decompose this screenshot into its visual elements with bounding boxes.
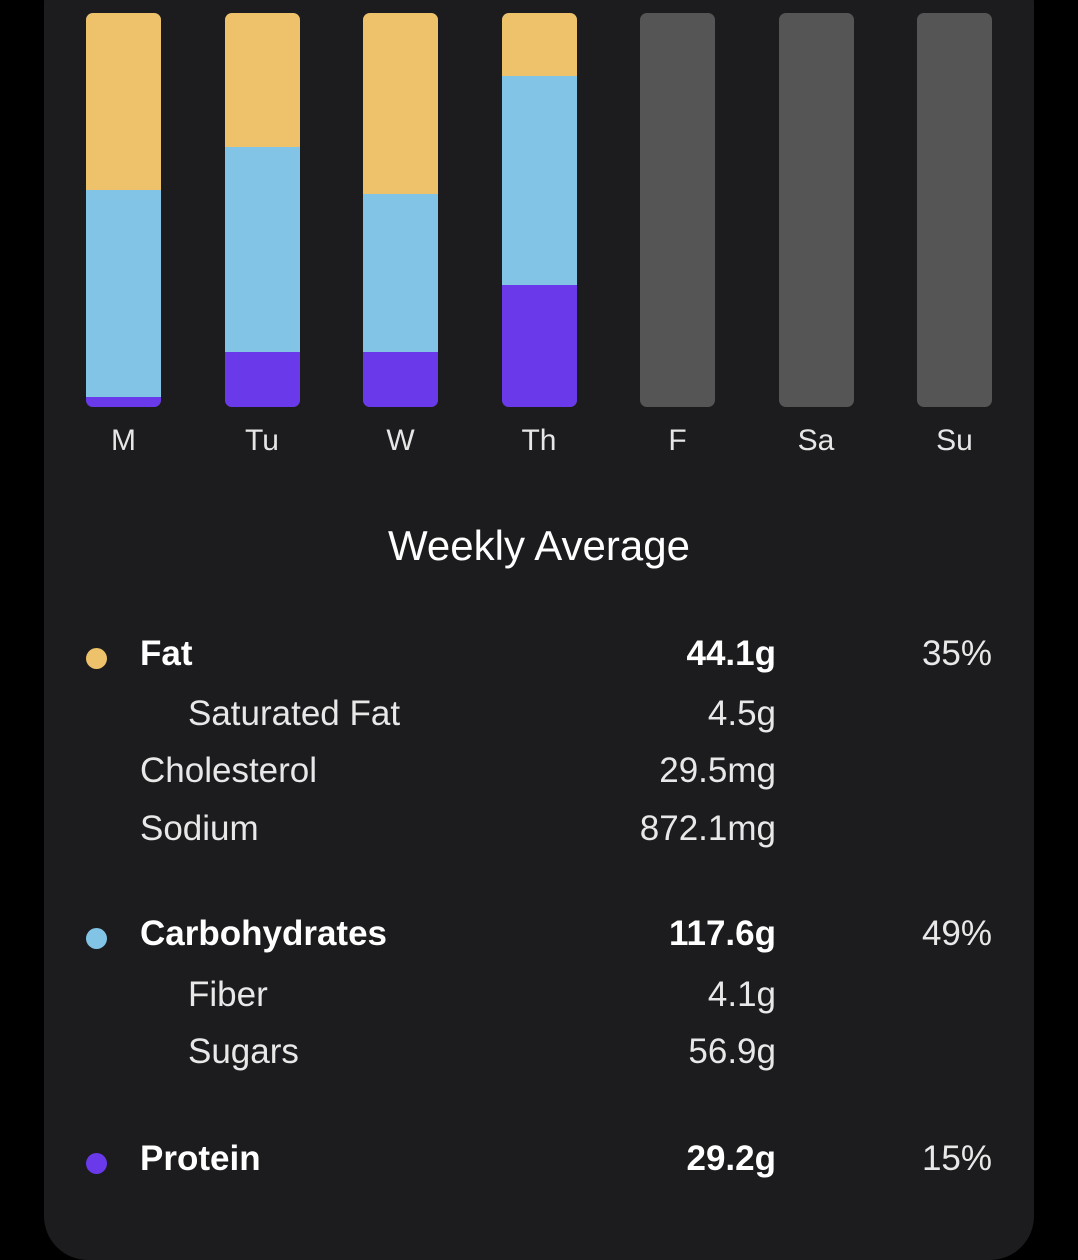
fat-segment-m xyxy=(86,13,161,191)
protein-dot-icon xyxy=(86,1153,107,1174)
day-label-su: Su xyxy=(936,424,973,457)
carbohydrates-segment-w xyxy=(363,194,438,352)
carbohydrates-segment-th xyxy=(501,76,577,285)
carbohydrates-dot-icon xyxy=(86,928,107,949)
fat-label: Fat xyxy=(140,634,193,673)
day-bar-m[interactable] xyxy=(86,13,161,407)
protein-segment-tu xyxy=(224,351,300,407)
carbohydrates-segment-m xyxy=(86,190,161,398)
sodium-row: Sodium 872.1mg xyxy=(0,809,1078,859)
day-bar-w[interactable] xyxy=(363,13,438,407)
carbohydrates-label: Carbohydrates xyxy=(140,914,388,953)
protein-segment-w xyxy=(363,351,438,407)
saturated-fat-label: Saturated Fat xyxy=(188,694,401,733)
fiber-label: Fiber xyxy=(188,975,268,1014)
protein-amount: 29.2g xyxy=(686,1139,777,1178)
day-bar-tu[interactable] xyxy=(224,13,300,407)
day-label-sa: Sa xyxy=(797,424,835,457)
weekly-average-title: Weekly Average xyxy=(388,522,690,569)
fat-row: Fat 44.1g 35% xyxy=(0,634,1078,684)
fat-segment-tu xyxy=(224,13,300,147)
sugars-label: Sugars xyxy=(188,1032,299,1071)
day-label-m: M xyxy=(111,424,136,457)
fat-segment-th xyxy=(501,13,577,77)
sugars-amount: 56.9g xyxy=(688,1032,776,1071)
fat-segment-w xyxy=(363,13,438,195)
day-label-th: Th xyxy=(521,424,557,457)
saturated-fat-row: Saturated Fat 4.5g xyxy=(0,694,1078,744)
fat-dot-icon xyxy=(86,648,107,669)
day-label-f: F xyxy=(668,424,687,457)
protein-row: Protein 29.2g 15% xyxy=(0,1139,1078,1189)
carbohydrates-amount: 117.6g xyxy=(668,914,776,953)
protein-segment-th xyxy=(501,284,577,407)
protein-segment-m xyxy=(86,397,161,407)
cholesterol-label: Cholesterol xyxy=(140,751,318,790)
saturated-fat-amount: 4.5g xyxy=(707,694,776,733)
sodium-label: Sodium xyxy=(140,809,259,848)
weekly-macro-chart: M Tu W Th F Sa Su xyxy=(0,0,1078,470)
day-bar-f[interactable] xyxy=(640,13,715,407)
day-bar-sa[interactable] xyxy=(778,13,854,407)
sodium-amount: 872.1mg xyxy=(639,809,776,848)
carbohydrates-percent: 49% xyxy=(921,914,992,953)
fat-percent: 35% xyxy=(921,634,992,673)
fiber-amount: 4.1g xyxy=(707,975,776,1014)
day-label-w: W xyxy=(386,424,415,457)
fat-amount: 44.1g xyxy=(686,634,777,673)
day-bar-su[interactable] xyxy=(917,13,992,407)
carbohydrates-row: Carbohydrates 117.6g 49% xyxy=(0,914,1078,964)
cholesterol-row: Cholesterol 29.5mg xyxy=(0,751,1078,801)
cholesterol-amount: 29.5mg xyxy=(659,751,776,790)
carbohydrates-segment-tu xyxy=(224,146,300,352)
day-label-tu: Tu xyxy=(245,424,279,457)
fiber-row: Fiber 4.1g xyxy=(0,975,1078,1025)
protein-label: Protein xyxy=(140,1139,261,1178)
day-bar-th[interactable] xyxy=(501,13,577,407)
protein-percent: 15% xyxy=(921,1139,992,1178)
sugars-row: Sugars 56.9g xyxy=(0,1032,1078,1082)
